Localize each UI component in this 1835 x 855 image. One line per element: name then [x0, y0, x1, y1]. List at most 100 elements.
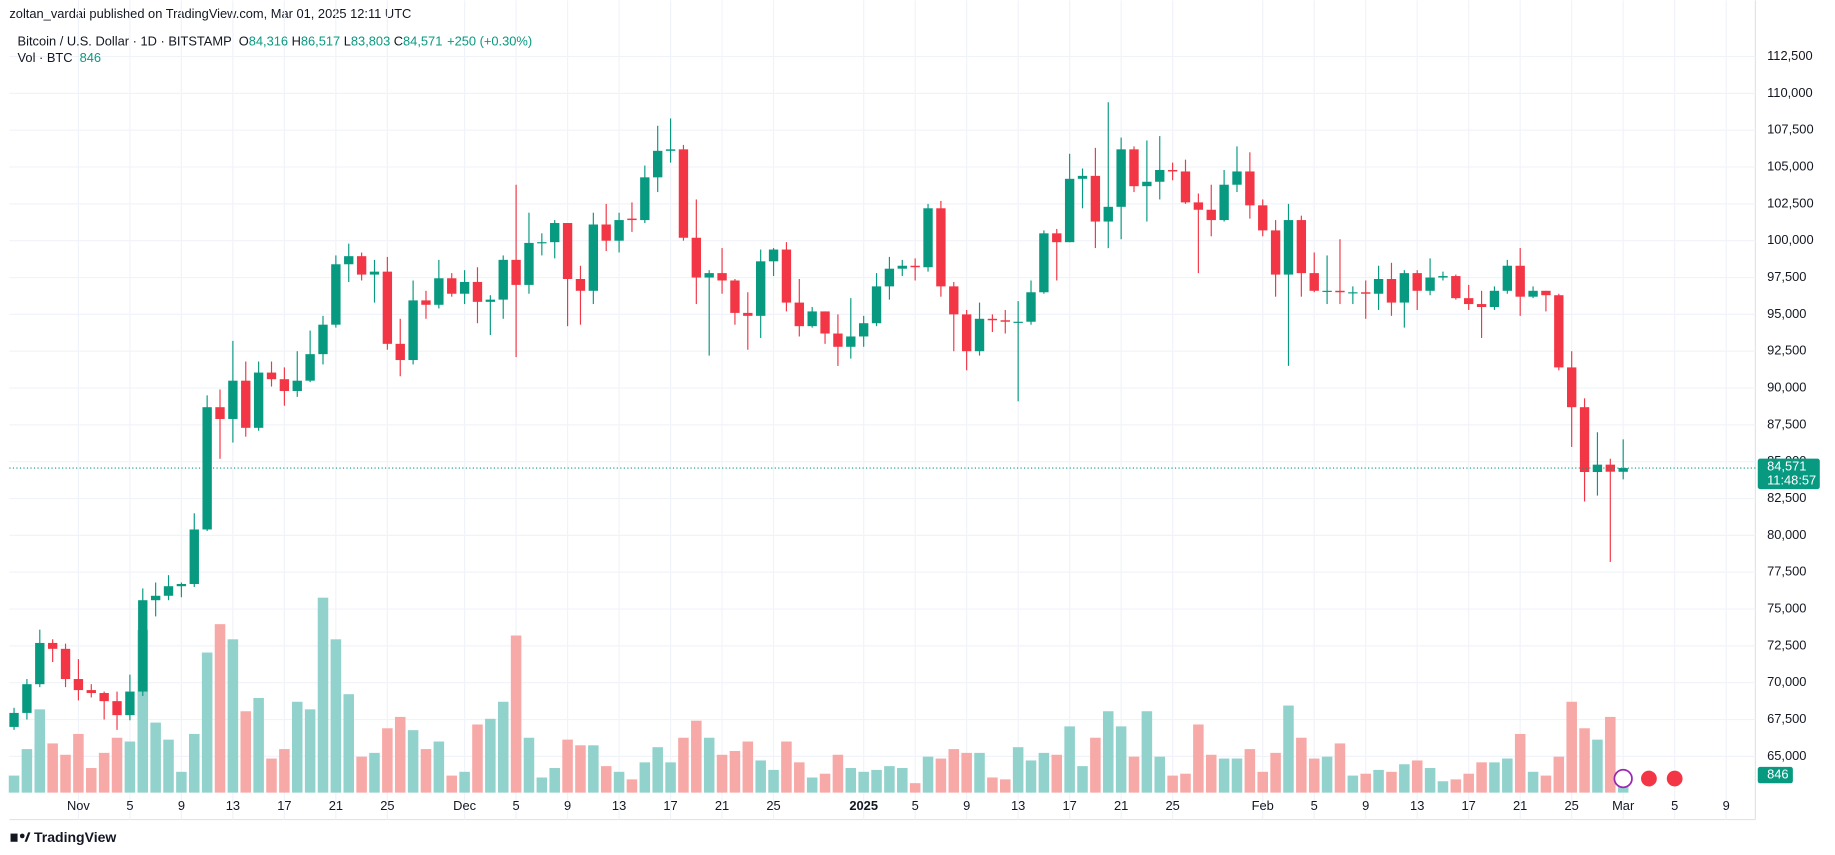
volume-bar	[806, 777, 818, 793]
volume-bar	[1064, 726, 1075, 793]
volume-bar	[1553, 756, 1565, 793]
candle-body	[1373, 279, 1384, 294]
volume-bar	[459, 771, 470, 793]
volume-bar	[1502, 758, 1513, 793]
candle-body	[215, 407, 225, 419]
x-tick-label: 17	[1462, 798, 1476, 813]
volume-bar	[343, 694, 355, 793]
volume-bar	[279, 749, 290, 793]
volume-bar	[1012, 747, 1024, 793]
volume-bar	[935, 758, 947, 793]
candle-body	[1489, 290, 1500, 308]
volume-bar	[832, 754, 844, 793]
candle-body	[485, 299, 496, 302]
volume-bar	[652, 747, 663, 793]
candle-body	[1348, 292, 1358, 294]
volume-bar	[21, 749, 33, 793]
volume-bar	[613, 771, 625, 793]
legend-key: H	[292, 34, 301, 49]
legend-value: 84,571	[403, 34, 442, 49]
x-tick-label: 5	[126, 798, 133, 813]
volume-bar	[1321, 756, 1333, 793]
candle-body	[421, 300, 431, 305]
candle-body	[99, 693, 109, 702]
volume-bar	[703, 737, 715, 793]
price-tag	[1757, 458, 1820, 490]
volume-bar	[678, 737, 689, 793]
volume-bar	[1540, 775, 1552, 793]
candle-body	[22, 684, 32, 713]
x-tick-label: Feb	[1252, 798, 1274, 813]
candle-body	[305, 354, 315, 381]
volume-bar	[1283, 705, 1294, 793]
volume-bar	[176, 771, 187, 793]
volume-bar	[665, 762, 676, 793]
y-tick-label: 70,000	[1767, 674, 1806, 689]
candle-body	[588, 224, 599, 291]
candle-body	[318, 324, 328, 355]
volume-bar	[394, 716, 406, 793]
x-tick-label: 9	[178, 798, 185, 813]
candle-body	[1000, 320, 1010, 322]
candle-body	[1245, 171, 1255, 206]
volume-bar	[523, 737, 535, 793]
candle-body	[344, 256, 354, 265]
candle-body	[768, 249, 779, 262]
x-tick-label: 25	[380, 798, 394, 813]
y-tick-label: 67,500	[1767, 711, 1806, 726]
y-tick-label: 100,000	[1767, 232, 1813, 247]
volume-bar	[922, 756, 934, 793]
candle-body	[575, 279, 586, 291]
candle-body	[1090, 175, 1101, 222]
x-tick-label: 5	[1311, 798, 1318, 813]
candle-body	[112, 701, 122, 716]
candle-body	[653, 150, 663, 178]
volume-bar	[1218, 758, 1230, 793]
price-tag-value: 84,571	[1767, 458, 1806, 473]
legend-line: Bitcoin / U.S. Dollar · 1D · BITSTAMP O84…	[18, 34, 533, 49]
candle-body	[1193, 202, 1204, 210]
candle-body	[138, 600, 148, 692]
candle-body	[858, 323, 869, 337]
candle-body	[434, 278, 444, 305]
x-tick-label: 25	[1165, 798, 1179, 813]
candle-body	[781, 249, 792, 303]
volume-bar	[1296, 737, 1307, 793]
volume-bar	[1193, 724, 1204, 793]
volume-bar	[189, 733, 200, 793]
candle-body	[176, 583, 187, 587]
volume-bar	[1437, 781, 1449, 793]
volume-bar	[1566, 701, 1577, 793]
y-tick-label: 77,500	[1767, 564, 1806, 579]
volume-bar	[562, 739, 573, 793]
candle-body	[369, 271, 380, 275]
volume-bar	[626, 779, 638, 793]
volume-bar	[948, 749, 960, 793]
y-tick-label: 97,500	[1767, 269, 1806, 284]
volume-bar	[98, 752, 110, 793]
candle-body	[1412, 273, 1422, 291]
volume-bar	[382, 728, 393, 793]
candle-body	[1013, 321, 1023, 323]
volume-bar	[1592, 739, 1603, 793]
candle-body	[1283, 220, 1294, 275]
x-tick-label: 9	[1723, 798, 1730, 813]
legend-change: +250 (+0.30%)	[447, 34, 532, 49]
candle-body	[987, 318, 998, 321]
volume-bar	[909, 783, 921, 793]
volume-bar	[768, 769, 779, 793]
candle-body	[1361, 292, 1371, 294]
volume-bar	[1373, 769, 1384, 793]
candle-body	[1026, 292, 1036, 322]
candle-body	[1579, 407, 1590, 473]
chart-title: zoltan_vardai published on TradingView.c…	[9, 6, 411, 21]
candle-body	[871, 286, 882, 324]
y-tick-label: 105,000	[1767, 158, 1813, 173]
candle-body	[1618, 468, 1628, 472]
volume-bar	[1167, 775, 1178, 793]
volume-bar	[485, 718, 496, 793]
volume-bar	[1527, 771, 1539, 793]
y-tick-label: 107,500	[1767, 122, 1813, 137]
candle-body	[949, 286, 959, 315]
candle-body	[408, 300, 418, 361]
